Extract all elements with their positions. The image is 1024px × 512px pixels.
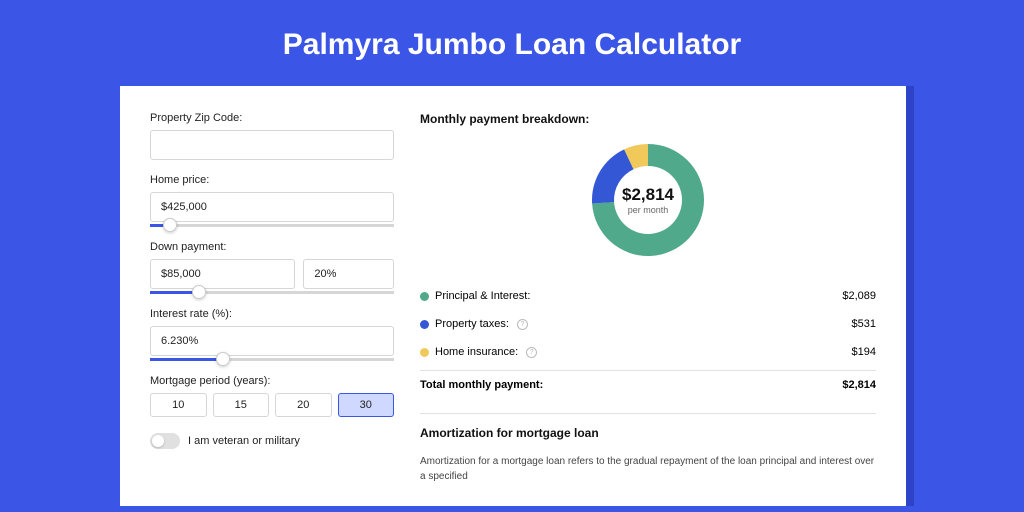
slider-thumb[interactable] — [192, 285, 206, 299]
legend-dot — [420, 292, 429, 301]
home-price-label: Home price: — [150, 174, 394, 186]
period-button-15[interactable]: 15 — [213, 393, 270, 417]
veteran-label: I am veteran or military — [188, 435, 300, 447]
form-column: Property Zip Code: Home price: Down paym… — [150, 112, 394, 480]
breakdown-row: Property taxes:? $531 — [420, 310, 876, 338]
down-payment-slider[interactable] — [150, 291, 394, 294]
breakdown-column: Monthly payment breakdown: $2,814 per mo… — [420, 112, 876, 480]
card-shadow: Property Zip Code: Home price: Down paym… — [120, 86, 914, 506]
period-group: 10152030 — [150, 393, 394, 417]
calculator-card: Property Zip Code: Home price: Down paym… — [120, 86, 906, 506]
breakdown-value: $531 — [852, 318, 876, 330]
total-value: $2,814 — [842, 379, 876, 391]
total-row: Total monthly payment: $2,814 — [420, 370, 876, 399]
breakdown-row: Principal & Interest: $2,089 — [420, 282, 876, 310]
legend-dot — [420, 320, 429, 329]
info-icon[interactable]: ? — [526, 347, 537, 358]
legend-dot — [420, 348, 429, 357]
donut-wrap: $2,814 per month — [420, 140, 876, 260]
interest-slider[interactable] — [150, 358, 394, 361]
interest-input[interactable] — [150, 326, 394, 356]
page-title: Palmyra Jumbo Loan Calculator — [0, 0, 1024, 86]
period-button-30[interactable]: 30 — [338, 393, 395, 417]
down-payment-pct-input[interactable] — [303, 259, 394, 289]
period-button-20[interactable]: 20 — [275, 393, 332, 417]
legend-label: Property taxes: — [435, 318, 509, 330]
divider — [420, 413, 876, 414]
veteran-toggle[interactable] — [150, 433, 180, 449]
breakdown-title: Monthly payment breakdown: — [420, 112, 876, 126]
slider-fill — [150, 358, 223, 361]
zip-label: Property Zip Code: — [150, 112, 394, 124]
slider-thumb[interactable] — [163, 218, 177, 232]
period-label: Mortgage period (years): — [150, 375, 394, 387]
period-button-10[interactable]: 10 — [150, 393, 207, 417]
breakdown-row: Home insurance:? $194 — [420, 338, 876, 366]
total-label: Total monthly payment: — [420, 379, 543, 391]
legend-label: Principal & Interest: — [435, 290, 530, 302]
amortization-body: Amortization for a mortgage loan refers … — [420, 454, 876, 484]
amortization-title: Amortization for mortgage loan — [420, 426, 876, 440]
down-payment-label: Down payment: — [150, 241, 394, 253]
legend-label: Home insurance: — [435, 346, 518, 358]
info-icon[interactable]: ? — [517, 319, 528, 330]
interest-label: Interest rate (%): — [150, 308, 394, 320]
breakdown-value: $194 — [852, 346, 876, 358]
donut-chart: $2,814 per month — [588, 140, 708, 260]
down-payment-input[interactable] — [150, 259, 295, 289]
home-price-slider[interactable] — [150, 224, 394, 227]
zip-input[interactable] — [150, 130, 394, 160]
donut-value: $2,814 — [622, 185, 674, 205]
donut-sublabel: per month — [628, 205, 669, 215]
slider-thumb[interactable] — [216, 352, 230, 366]
home-price-input[interactable] — [150, 192, 394, 222]
breakdown-value: $2,089 — [842, 290, 876, 302]
